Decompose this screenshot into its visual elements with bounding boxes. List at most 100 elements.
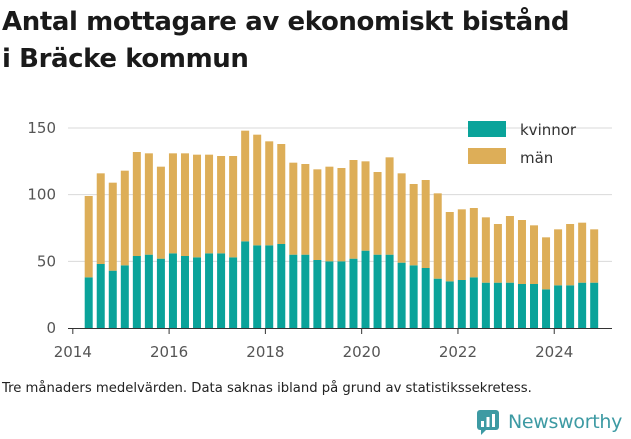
bar-man bbox=[505, 216, 514, 283]
bar-kvinnor bbox=[96, 264, 105, 328]
bar-man bbox=[156, 166, 165, 259]
bar-man bbox=[180, 153, 189, 256]
y-tick-label: 0 bbox=[46, 319, 56, 337]
bar-man bbox=[168, 153, 177, 254]
bar-kvinnor bbox=[457, 280, 466, 328]
legend-label-kvinnor: kvinnor bbox=[520, 121, 577, 139]
bar-man bbox=[409, 184, 418, 266]
bar-man bbox=[193, 154, 202, 258]
bar-kvinnor bbox=[301, 254, 310, 328]
bar-kvinnor bbox=[217, 253, 226, 328]
x-tick-label: 2018 bbox=[246, 343, 284, 361]
x-tick-label: 2020 bbox=[343, 343, 381, 361]
bar-kvinnor bbox=[156, 258, 165, 328]
bars bbox=[84, 130, 599, 328]
bar-man bbox=[277, 144, 286, 244]
bar-man bbox=[241, 130, 250, 242]
bar-man bbox=[397, 173, 406, 263]
bar-man bbox=[301, 164, 310, 255]
bar-man bbox=[530, 225, 539, 284]
bar-kvinnor bbox=[168, 253, 177, 328]
chart-title-line2: i Bräcke kommun bbox=[2, 44, 249, 74]
bar-kvinnor bbox=[542, 289, 551, 328]
bar-kvinnor bbox=[433, 278, 442, 328]
bar-man bbox=[325, 166, 334, 262]
bar-kvinnor bbox=[241, 241, 250, 328]
bar-man bbox=[469, 208, 478, 278]
x-tick-label: 2022 bbox=[439, 343, 477, 361]
bar-man bbox=[289, 162, 298, 255]
y-tick-label: 100 bbox=[27, 186, 56, 204]
chart-title: Antal mottagare av ekonomiskt bistånd i … bbox=[2, 4, 629, 78]
bar-kvinnor bbox=[253, 245, 262, 328]
bar-kvinnor bbox=[84, 277, 93, 328]
bar-man bbox=[337, 168, 346, 262]
newsworthy-logo-icon bbox=[477, 410, 499, 435]
bar-man bbox=[361, 161, 370, 251]
bar-kvinnor bbox=[277, 244, 286, 328]
bar-kvinnor bbox=[445, 281, 454, 328]
bar-man bbox=[349, 160, 358, 259]
bar-kvinnor bbox=[397, 262, 406, 328]
bar-kvinnor bbox=[265, 245, 274, 328]
bar-man bbox=[481, 217, 490, 283]
bar-man bbox=[96, 173, 105, 264]
legend-swatch-kvinnor bbox=[468, 121, 506, 137]
bar-man bbox=[578, 222, 587, 283]
bar-man bbox=[517, 220, 526, 284]
x-tick-label: 2014 bbox=[54, 343, 92, 361]
bar-kvinnor bbox=[481, 282, 490, 328]
bar-man bbox=[433, 193, 442, 279]
bar-man bbox=[566, 224, 575, 286]
x-tick-label: 2024 bbox=[535, 343, 573, 361]
bar-man bbox=[205, 154, 214, 254]
bar-kvinnor bbox=[289, 254, 298, 328]
bar-kvinnor bbox=[554, 285, 563, 328]
bar-kvinnor bbox=[180, 256, 189, 328]
bar-kvinnor bbox=[205, 253, 214, 328]
bar-kvinnor bbox=[493, 282, 502, 328]
bar-kvinnor bbox=[578, 282, 587, 328]
bar-man bbox=[457, 209, 466, 280]
bar-man bbox=[132, 152, 141, 256]
bar-man bbox=[253, 134, 262, 246]
bar-kvinnor bbox=[325, 261, 334, 328]
bar-kvinnor bbox=[361, 250, 370, 328]
bar-man bbox=[421, 180, 430, 268]
bar-kvinnor bbox=[385, 254, 394, 328]
legend-label-man: män bbox=[520, 149, 553, 167]
chart-title-line1: Antal mottagare av ekonomiskt bistånd bbox=[2, 7, 570, 37]
bar-man bbox=[144, 153, 153, 255]
bar-man bbox=[120, 170, 129, 266]
bar-man bbox=[554, 229, 563, 286]
bar-man bbox=[590, 229, 599, 283]
bar-man bbox=[542, 237, 551, 290]
bar-kvinnor bbox=[132, 256, 141, 328]
bar-man bbox=[229, 156, 238, 258]
bar-kvinnor bbox=[144, 254, 153, 328]
brand[interactable]: Newsworthy bbox=[476, 408, 622, 436]
bar-man bbox=[108, 182, 117, 271]
y-tick-label: 150 bbox=[27, 119, 56, 137]
caption: Tre månaders medelvärden. Data saknas ib… bbox=[2, 381, 532, 396]
bar-man bbox=[385, 157, 394, 255]
brand-name: Newsworthy bbox=[508, 411, 623, 433]
axes: 0 50 100 150 2014 2016 2018 2020 2022 2024 bbox=[27, 119, 612, 361]
bar-man bbox=[493, 224, 502, 283]
bar-kvinnor bbox=[409, 265, 418, 328]
bar-kvinnor bbox=[337, 261, 346, 328]
bar-kvinnor bbox=[421, 268, 430, 328]
legend: kvinnor män bbox=[468, 121, 577, 167]
bar-kvinnor bbox=[505, 282, 514, 328]
bar-kvinnor bbox=[108, 270, 117, 328]
bar-kvinnor bbox=[193, 257, 202, 328]
chart-svg: 0 50 100 150 2014 2016 2018 2020 2022 2024 kvinno… bbox=[27, 119, 612, 361]
bar-man bbox=[84, 196, 93, 278]
bar-kvinnor bbox=[313, 260, 322, 328]
bar-kvinnor bbox=[120, 265, 129, 328]
x-tick-label: 2016 bbox=[150, 343, 188, 361]
bar-man bbox=[445, 212, 454, 282]
bar-kvinnor bbox=[590, 282, 599, 328]
bar-man bbox=[313, 169, 322, 260]
bar-man bbox=[373, 172, 382, 255]
